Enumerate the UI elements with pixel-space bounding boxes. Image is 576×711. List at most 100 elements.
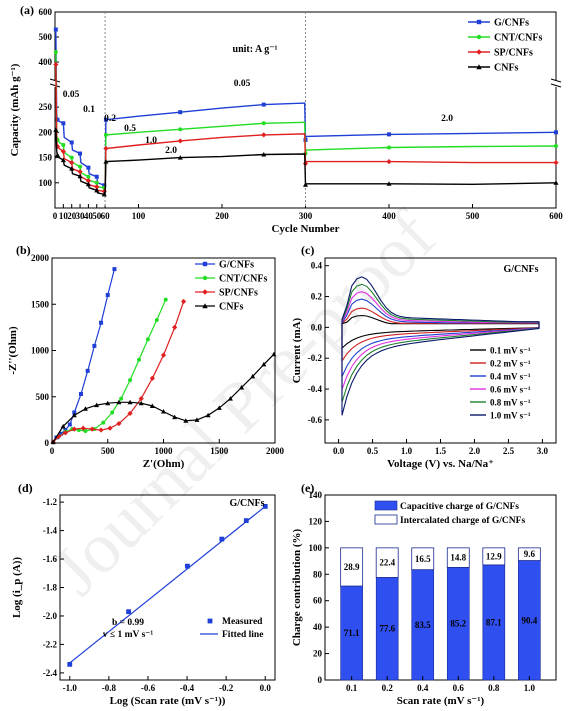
- panel-b-label: (b): [16, 243, 31, 257]
- panel-a-point-cnf: [60, 157, 66, 163]
- panel-d-legend-label: Measured: [222, 617, 263, 627]
- panel-a-x-tick-label: 300: [299, 211, 313, 221]
- panel-e-data-label: 16.5: [415, 554, 431, 564]
- panel-e-y-tick-label: 100: [309, 543, 323, 553]
- panel-d-measured-point: [126, 609, 132, 615]
- panel-b-point-cnt: [136, 357, 141, 362]
- panel-a-point-cnf: [53, 127, 59, 132]
- panel-a-point-cnf: [94, 187, 100, 193]
- panel-b-legend-label: SP/CNFs: [219, 288, 258, 299]
- panel-b-point-cnf: [71, 412, 77, 418]
- panel-e-data-label: 71.1: [344, 628, 360, 638]
- panel-e-legend-label: Capacitive charge of G/CNFs: [400, 502, 519, 512]
- panel-b-point-cnf: [94, 402, 100, 408]
- panel-c-y-tick-label: 0.2: [311, 292, 323, 302]
- panel-b-point-cnf: [239, 385, 245, 390]
- panel-b-y-tick-label: 500: [36, 392, 50, 402]
- panel-b-point-sp: [107, 425, 113, 431]
- panel-c-x-tick-label: 3.0: [537, 446, 549, 456]
- panel-a-point-g: [78, 151, 83, 156]
- panel-b-point-cnt: [154, 317, 159, 322]
- panel-a-rate-label: 2.0: [165, 146, 177, 156]
- panel-b-legend-marker-sp: [202, 289, 208, 295]
- panel-b-point-g: [92, 343, 97, 348]
- panel-b-legend-marker-cnf: [202, 303, 208, 309]
- panel-a-rate-label: 1.0: [145, 136, 157, 146]
- panel-b-point-cnt: [163, 297, 168, 302]
- panel-b-series-line-sp: [52, 301, 185, 443]
- panel-a-x-tick-label: 0: [53, 211, 58, 221]
- panel-e-data-label: 83.5: [415, 620, 431, 630]
- panel-e-x-axis-label: Scan rate (mV s⁻¹): [397, 695, 485, 707]
- panel-a-point-cnf: [261, 152, 267, 157]
- panel-c-x-tick-label: 0.0: [333, 446, 345, 456]
- panel-e-bar-intercalated: [411, 547, 435, 571]
- panel-d-label: (d): [18, 481, 33, 495]
- panel-a-x-tick-label: 600: [549, 211, 563, 221]
- panel-d-y-tick-label: -2.4: [43, 668, 58, 678]
- panel-a-legend-label: SP/CNFs: [494, 48, 533, 59]
- panel-b-x-tick-label: 1500: [210, 446, 229, 456]
- panel-b-x-tick-label: 2000: [266, 446, 285, 456]
- panel-a-point-cnt: [53, 50, 58, 54]
- panel-c-y-tick-label: 0.4: [311, 261, 323, 271]
- panel-a-point-cnt: [78, 164, 83, 169]
- panel-a-x-tick-label: 200: [215, 211, 229, 221]
- panel-b-point-sp: [138, 396, 144, 402]
- panel-b-point-cnf: [82, 406, 88, 411]
- panel-a-unit-note: unit: A g⁻¹: [233, 44, 278, 55]
- panel-e-y-tick-label: 120: [309, 516, 323, 526]
- panel-a-point-cnt: [178, 127, 183, 132]
- panel-a-point-cnf: [303, 182, 308, 187]
- panel-b-point-cnf: [261, 361, 267, 367]
- panel-a-legend-label: G/CNFs: [494, 18, 529, 29]
- panel-a-y-tick-label: 600: [39, 7, 53, 17]
- panel-c-legend-label: 0.6 mV s⁻¹: [490, 385, 531, 395]
- panel-a-point-g: [387, 132, 391, 137]
- panel-a-point-sp: [553, 160, 559, 166]
- panel-b-y-tick-label: 0: [45, 438, 50, 448]
- panel-c-legend-label: 0.2 mV s⁻¹: [490, 359, 531, 369]
- panel-a-rate-label: 0.05: [234, 79, 251, 89]
- panel-e-x-tick-label: 0.4: [417, 683, 429, 693]
- panel-a-legend-marker-g: [476, 19, 482, 25]
- panel-a-point-g: [86, 165, 91, 170]
- panel-b-point-cnt: [145, 337, 150, 342]
- panel-a-point-g: [61, 121, 66, 126]
- panel-e-data-label: 85.2: [450, 619, 466, 629]
- panel-a-point-cnf: [553, 180, 559, 185]
- panel-a-point-g: [53, 27, 58, 32]
- panel-a-point-cnt: [94, 180, 99, 185]
- panel-a-point-cnf: [55, 152, 61, 158]
- panel-a-x-tick-label: 60: [101, 211, 111, 221]
- panel-b-point-g: [72, 410, 77, 415]
- panel-b-point-g: [112, 267, 117, 272]
- panel-c-legend-label: 1.0 mV s⁻¹: [490, 411, 531, 421]
- panel-d-measured-point: [262, 503, 268, 509]
- panel-b-legend-label: CNT/CNFs: [219, 274, 267, 285]
- panel-d-measured-point: [185, 563, 190, 569]
- panel-b-point-cnf: [60, 423, 66, 429]
- panel-d-y-tick-label: -1.6: [43, 554, 58, 564]
- panel-e-y-tick-label: 60: [313, 596, 323, 606]
- panel-d-y-tick-label: -1.8: [43, 583, 58, 593]
- panel-a-x-tick-label: 500: [466, 211, 480, 221]
- panel-b-y-tick-label: 2000: [31, 253, 50, 263]
- panel-a-point-g: [178, 110, 183, 115]
- panel-d-title: G/CNFs: [230, 498, 265, 509]
- panel-d-measured-point: [243, 518, 249, 524]
- panel-c-y-tick-label: -0.6: [308, 415, 323, 425]
- panel-a-legend-marker-sp: [476, 49, 482, 55]
- panel-b-point-cnf: [50, 439, 56, 445]
- panel-c-x-axis-label: Voltage (V) vs. Na/Na⁺: [387, 458, 494, 470]
- panel-c-x-tick-label: 0.5: [367, 446, 379, 456]
- panel-e-data-label: 28.9: [344, 562, 360, 572]
- panel-e-x-tick-label: 0.2: [382, 683, 394, 693]
- panel-a-axis-break-mark: [550, 83, 562, 88]
- panel-a-y-tick-label: 150: [39, 153, 53, 163]
- panel-b-point-cnf: [183, 418, 189, 423]
- panel-c-x-tick-label: 1.0: [401, 446, 413, 456]
- panel-a-y-tick-label: 250: [39, 102, 53, 112]
- panel-a-point-g: [55, 117, 60, 122]
- panel-b-point-cnt: [110, 410, 115, 415]
